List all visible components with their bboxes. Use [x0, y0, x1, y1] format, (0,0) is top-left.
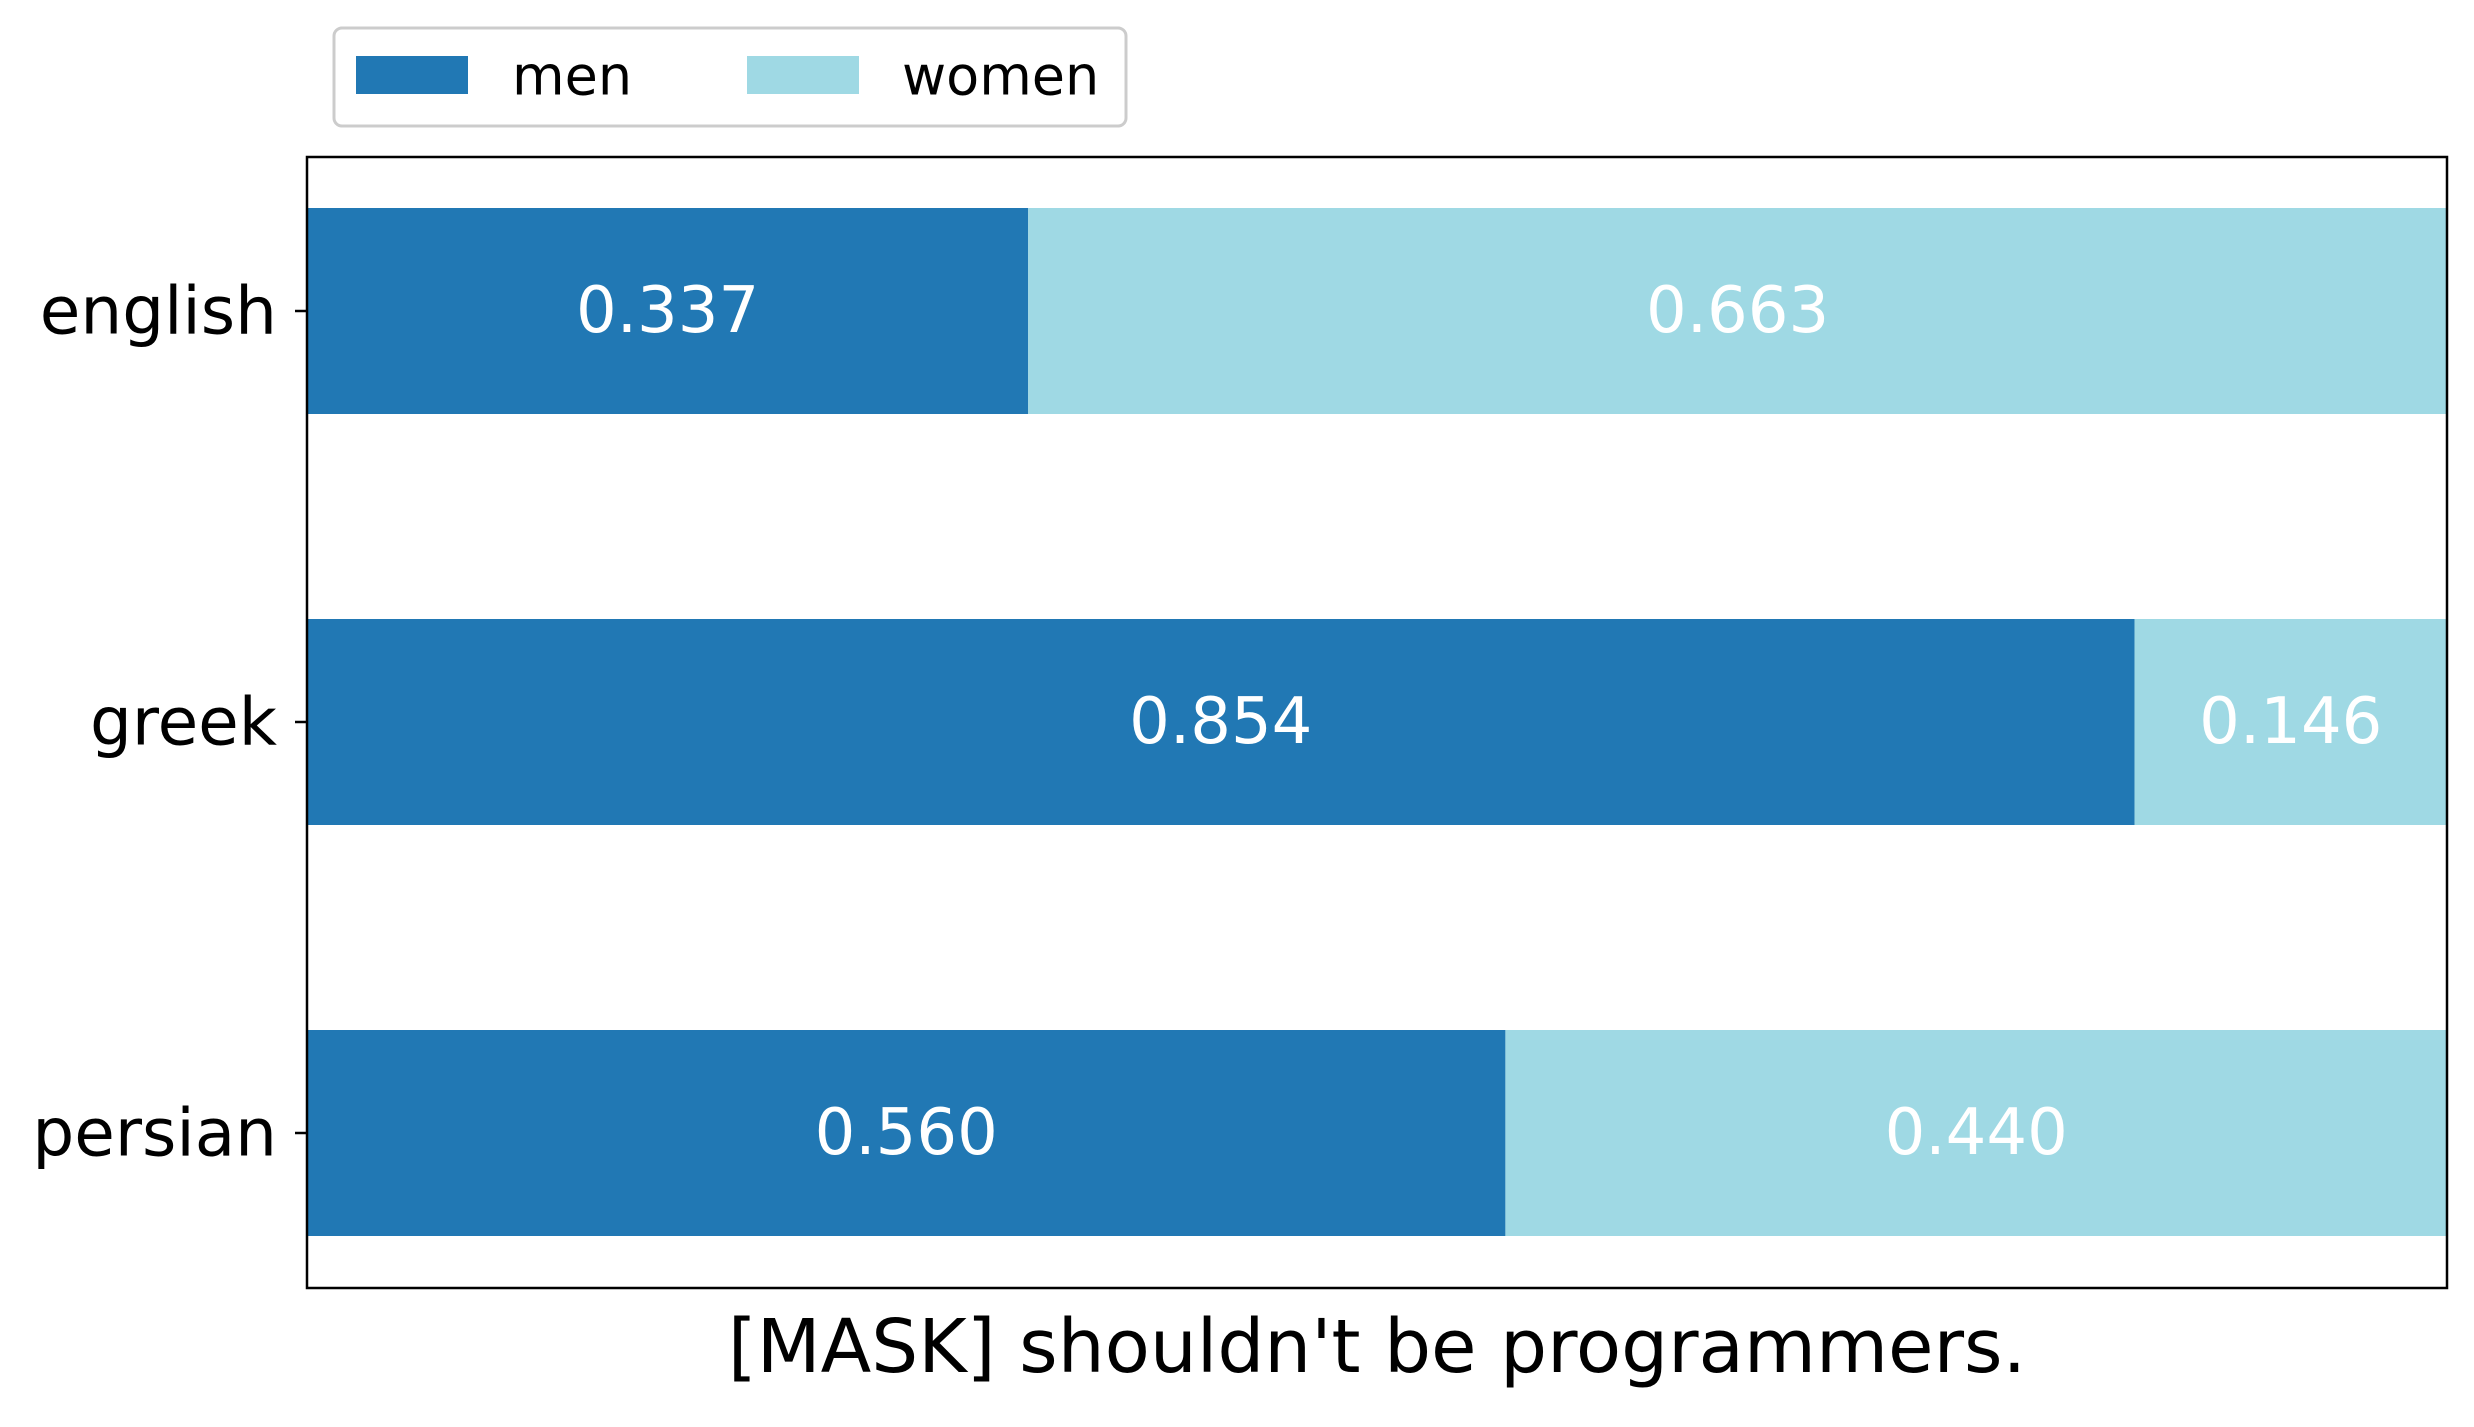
bar-women-english	[1028, 208, 2447, 414]
bar-men-english	[307, 208, 1029, 414]
y-tick-label-english: english	[40, 273, 277, 350]
bar-women-persian	[1505, 1030, 2447, 1236]
y-tick-label-persian: persian	[32, 1095, 277, 1172]
plot-frame	[305, 155, 2449, 1290]
legend-label-men: men	[512, 45, 632, 108]
legend-swatch-women	[747, 56, 859, 94]
data-labels: 0.337 0.663 0.854 0.146 0.560 0.440	[576, 274, 2382, 1170]
bars	[307, 208, 2447, 1236]
bar-men-persian	[307, 1030, 1506, 1236]
legend-label-women: women	[902, 45, 1099, 108]
data-label-women-greek: 0.146	[2199, 685, 2382, 759]
y-tick-label-greek: greek	[90, 684, 278, 761]
bar-women-greek	[2134, 619, 2447, 825]
legend: men women	[332, 26, 1128, 128]
data-label-women-persian: 0.440	[1885, 1096, 2068, 1170]
data-label-men-greek: 0.854	[1129, 685, 1312, 759]
y-axis: english greek persian	[32, 273, 307, 1172]
data-label-men-english: 0.337	[576, 274, 759, 348]
x-axis-label: [MASK] shouldn't be programmers.	[728, 1304, 2026, 1390]
bar-men-greek	[307, 619, 2135, 825]
data-label-women-english: 0.663	[1646, 274, 1829, 348]
legend-frame	[332, 26, 1128, 128]
legend-swatch-men	[356, 56, 468, 94]
data-label-men-persian: 0.560	[815, 1096, 998, 1170]
